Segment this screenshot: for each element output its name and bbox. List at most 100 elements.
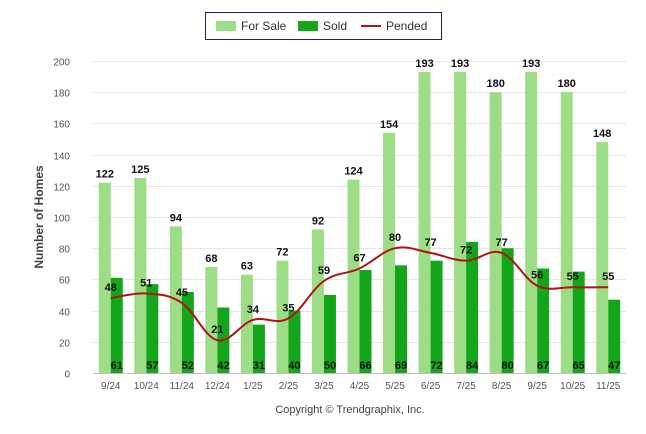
bar-sold	[288, 310, 301, 373]
label-for-sale: 124	[344, 166, 363, 178]
y-tick-label: 80	[59, 245, 71, 256]
label-sold: 84	[466, 360, 479, 372]
bar-for-sale	[134, 178, 147, 373]
label-pended: 67	[353, 252, 365, 264]
label-sold: 67	[537, 360, 549, 372]
bar-sold	[395, 265, 408, 373]
label-for-sale: 193	[415, 58, 433, 70]
label-for-sale: 125	[131, 164, 149, 176]
label-for-sale: 72	[276, 247, 288, 259]
label-sold: 57	[146, 360, 158, 372]
y-tick-label: 20	[59, 339, 71, 350]
y-tick-label: 200	[53, 58, 70, 69]
bar-sold	[537, 268, 550, 373]
label-sold: 52	[182, 360, 194, 372]
line-layer	[110, 246, 609, 342]
bar-sold	[146, 284, 159, 373]
copyright-text: Copyright © Trendgraphix, Inc.	[275, 404, 424, 416]
labels-layer: 122 61 125 57 94 52 68 42 63 31 72 40 92 50 124 66 154 69…	[96, 58, 621, 372]
label-sold: 66	[359, 360, 371, 372]
label-pended: 77	[424, 237, 436, 249]
bar-sold	[608, 299, 621, 373]
label-sold: 80	[502, 360, 514, 372]
y-tick-label: 0	[64, 370, 70, 381]
label-sold: 50	[324, 360, 336, 372]
label-pended: 59	[318, 265, 330, 277]
y-axis-label: Number of Homes	[32, 165, 46, 269]
x-tick-label: 3/25	[314, 381, 334, 392]
legend-label-for-sale: For Sale	[241, 19, 287, 33]
x-tick-label: 10/25	[560, 381, 585, 392]
label-sold: 31	[253, 360, 265, 372]
label-sold: 47	[608, 360, 620, 372]
label-for-sale: 68	[205, 253, 217, 265]
x-tick-label: 6/25	[421, 381, 441, 392]
y-tick-label: 60	[59, 276, 71, 287]
legend-swatch-for-sale	[216, 21, 236, 31]
label-pended: 56	[531, 270, 543, 282]
x-tick-label: 4/25	[350, 381, 370, 392]
label-for-sale: 148	[593, 128, 611, 140]
label-for-sale: 180	[486, 78, 504, 90]
y-tick-label: 160	[53, 120, 70, 131]
bar-sold	[430, 260, 443, 373]
x-tick-label: 8/25	[492, 381, 512, 392]
label-for-sale: 180	[558, 78, 576, 90]
bar-for-sale	[311, 229, 324, 373]
bar-sold	[466, 241, 479, 373]
label-sold: 40	[288, 360, 300, 372]
label-pended: 77	[496, 237, 508, 249]
bar-sold	[323, 295, 336, 373]
label-for-sale: 63	[241, 261, 253, 273]
label-pended: 34	[247, 304, 260, 316]
label-pended: 45	[176, 287, 188, 299]
bar-sold	[359, 270, 372, 373]
bar-for-sale	[489, 92, 502, 373]
pended-line	[110, 246, 609, 342]
bar-sold	[252, 324, 265, 373]
bar-for-sale	[454, 71, 467, 374]
bars-layer	[98, 71, 621, 374]
x-tick-label: 10/24	[134, 381, 159, 392]
legend-box	[205, 12, 442, 40]
bar-for-sale	[98, 182, 111, 373]
bar-sold	[572, 271, 585, 373]
label-sold: 72	[430, 360, 442, 372]
label-pended: 21	[211, 324, 223, 336]
legend-label-pended: Pended	[386, 19, 427, 33]
legend: For Sale Sold Pended	[205, 12, 442, 40]
y-tick-label: 180	[53, 89, 70, 100]
x-tick-label: 11/24	[170, 381, 195, 392]
label-sold: 69	[395, 360, 407, 372]
y-tick-label: 120	[53, 183, 70, 194]
y-tick-label: 100	[53, 214, 70, 225]
bar-for-sale	[383, 132, 396, 373]
label-pended: 80	[389, 232, 401, 244]
label-pended: 48	[105, 282, 117, 294]
label-pended: 72	[460, 245, 472, 257]
label-pended: 35	[282, 302, 294, 314]
x-tick-label: 5/25	[385, 381, 405, 392]
bar-for-sale	[596, 142, 609, 373]
bar-sold	[501, 248, 514, 373]
x-tick-label: 9/24	[101, 381, 121, 392]
label-sold: 61	[111, 360, 123, 372]
axis-layer: 0 20 40 60 80 100 120 140 160 180 200 9/24 10/24 11/2…	[53, 58, 626, 392]
x-tick-label: 7/25	[456, 381, 476, 392]
y-tick-label: 40	[59, 308, 71, 319]
bar-for-sale	[525, 71, 538, 374]
bar-for-sale	[560, 92, 573, 373]
x-tick-label: 1/25	[243, 381, 263, 392]
label-pended: 55	[567, 271, 579, 283]
label-pended: 55	[602, 271, 614, 283]
label-for-sale: 92	[312, 215, 324, 227]
bar-for-sale	[205, 266, 218, 373]
label-for-sale: 193	[451, 58, 469, 70]
bar-sold	[110, 277, 123, 373]
x-tick-label: 11/25	[596, 381, 621, 392]
label-sold: 42	[217, 360, 229, 372]
bar-for-sale	[418, 71, 431, 374]
x-tick-label: 9/25	[527, 381, 547, 392]
label-for-sale: 154	[380, 119, 399, 131]
